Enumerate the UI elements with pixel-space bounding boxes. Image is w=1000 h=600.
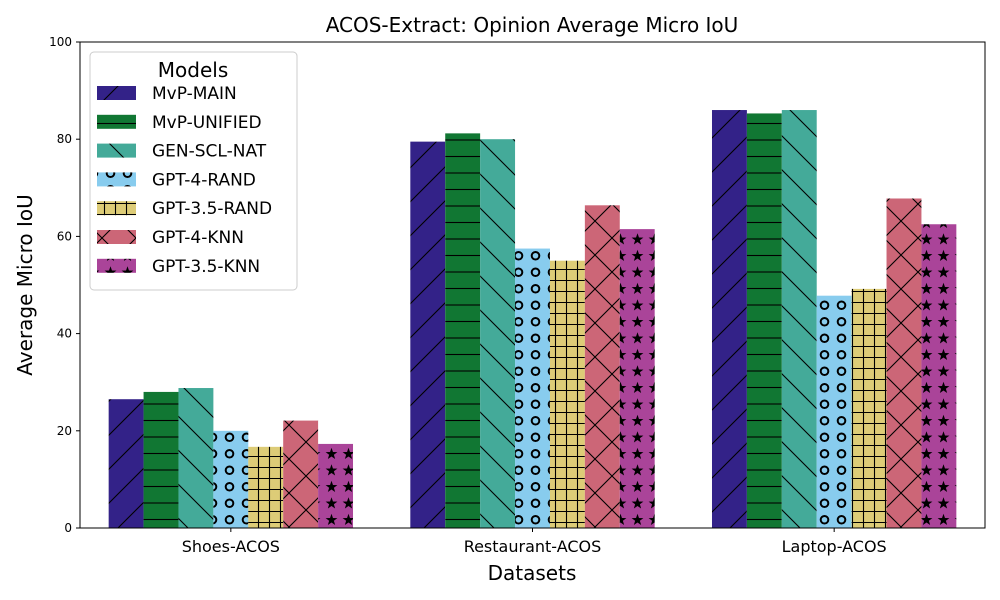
x-tick-label: Shoes-ACOS — [182, 537, 280, 556]
y-tick-label: 80 — [57, 132, 72, 146]
y-axis: 0 20 40 60 80 100 — [49, 35, 80, 535]
bar-gpt-3-5-rand-laptop-acos — [851, 288, 887, 528]
legend-item: GPT-3.5-KNN — [97, 257, 260, 277]
legend-item: MvP-UNIFIED — [97, 113, 262, 133]
x-axis: Shoes-ACOS Restaurant-ACOS Laptop-ACOS — [182, 528, 887, 556]
legend-swatch — [97, 114, 136, 129]
legend-swatch — [97, 86, 136, 100]
y-tick-label: 20 — [57, 424, 72, 438]
legend-label: GPT-3.5-KNN — [152, 257, 260, 277]
bar-gpt-4-rand-shoes-acos — [213, 430, 249, 528]
y-tick-label: 0 — [64, 521, 72, 535]
legend: Models MvP-MAIN MvP-UNIFIED GEN-SCL-NAT GPT… — [89, 51, 298, 291]
legend-swatch — [97, 172, 136, 187]
bars-group — [108, 110, 957, 529]
legend-swatch — [97, 143, 136, 158]
legend-label: MvP-MAIN — [152, 84, 237, 104]
bar-gpt-3-5-knn-laptop-acos — [921, 224, 957, 528]
bar-gpt-4-rand-laptop-acos — [816, 295, 852, 528]
bar-mvp-main-restaurant-acos — [410, 141, 446, 528]
bar-mvp-main-shoes-acos — [108, 399, 144, 528]
bar-gen-scl-nat-shoes-acos — [178, 388, 214, 528]
legend-item: GPT-3.5-RAND — [97, 199, 272, 219]
legend-item: GPT-4-RAND — [97, 170, 256, 190]
legend-swatch — [97, 230, 136, 244]
bar-gpt-3-5-rand-restaurant-acos — [549, 260, 585, 528]
bar-gpt-3-5-knn-restaurant-acos — [619, 229, 655, 529]
x-tick-label: Restaurant-ACOS — [464, 537, 602, 556]
legend-label: GPT-3.5-RAND — [152, 199, 272, 219]
bar-mvp-main-laptop-acos — [711, 110, 747, 528]
bar-gpt-4-rand-restaurant-acos — [515, 248, 550, 529]
bar-mvp-unified-laptop-acos — [746, 113, 782, 528]
bar-gpt-4-knn-shoes-acos — [283, 420, 319, 528]
legend-item: GPT-4-KNN — [97, 228, 244, 248]
bar-mvp-unified-restaurant-acos — [445, 133, 481, 528]
legend-frame — [89, 51, 298, 291]
x-axis-label: Datasets — [488, 561, 577, 585]
bar-gen-scl-nat-restaurant-acos — [480, 139, 516, 528]
bar-gpt-3-5-knn-shoes-acos — [318, 443, 354, 528]
y-axis-label: Average Micro IoU — [13, 194, 37, 375]
legend-label: GPT-4-RAND — [152, 170, 256, 190]
x-tick-label: Laptop-ACOS — [782, 537, 887, 556]
bar-gpt-3-5-rand-shoes-acos — [248, 446, 284, 528]
legend-swatch — [97, 201, 136, 216]
legend-label: GPT-4-KNN — [152, 228, 244, 248]
legend-label: MvP-UNIFIED — [152, 113, 262, 133]
y-tick-label: 100 — [49, 35, 72, 49]
y-tick-label: 40 — [57, 327, 72, 341]
legend-item: MvP-MAIN — [97, 84, 237, 104]
y-tick-label: 60 — [57, 229, 72, 243]
legend-item: GEN-SCL-NAT — [97, 142, 267, 162]
legend-title: Models — [158, 58, 228, 82]
legend-label: GEN-SCL-NAT — [152, 142, 267, 162]
bar-mvp-unified-shoes-acos — [143, 391, 179, 528]
bar-gen-scl-nat-laptop-acos — [781, 110, 817, 528]
chart-title: ACOS-Extract: Opinion Average Micro IoU — [326, 13, 739, 37]
bar-gpt-4-knn-restaurant-acos — [584, 205, 620, 529]
bar-gpt-4-knn-laptop-acos — [886, 198, 922, 529]
legend-swatch — [97, 258, 136, 273]
